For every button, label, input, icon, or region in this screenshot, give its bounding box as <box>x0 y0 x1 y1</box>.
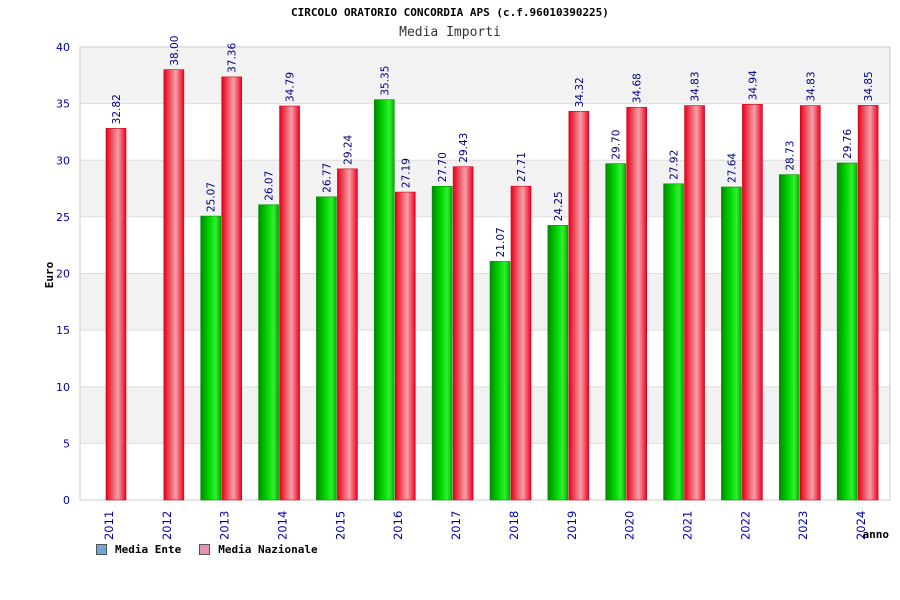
data-label: 27.71 <box>516 152 528 182</box>
grid-band <box>80 103 890 161</box>
bar-media-ente <box>663 183 684 501</box>
legend-label-nazionale: Media Nazionale <box>218 543 318 556</box>
x-tick-label: 2013 <box>218 511 232 540</box>
bar-media-nazionale <box>742 104 763 501</box>
bar-media-ente <box>431 185 453 501</box>
y-tick-label: 20 <box>56 268 70 281</box>
data-label: 29.43 <box>458 133 470 163</box>
bar-media-nazionale <box>626 106 648 501</box>
y-axis-label: Euro <box>43 261 56 288</box>
axes-layer: 0 5 10 15 20 25 30 35 40 2011 2012 2013 2014 2015 2016… <box>43 41 889 541</box>
data-label: 29.70 <box>611 130 623 160</box>
legend: Media Ente Media Nazionale <box>96 543 318 556</box>
y-tick-label: 0 <box>63 494 70 507</box>
bar-media-ente <box>836 162 858 501</box>
data-label: 26.77 <box>321 163 333 193</box>
y-tick-label: 15 <box>56 324 70 337</box>
data-label: 34.79 <box>285 72 297 102</box>
x-tick-label: 2018 <box>507 511 521 540</box>
bar-media-ente <box>721 186 742 501</box>
bars-layer <box>105 69 879 501</box>
data-label: 29.24 <box>342 134 354 164</box>
bar-media-nazionale <box>684 105 705 501</box>
bar-media-ente <box>489 261 511 501</box>
bar-media-ente <box>605 163 627 501</box>
bar-media-nazionale <box>394 191 416 501</box>
legend-swatch-ente <box>96 544 107 555</box>
plot-border <box>79 46 891 501</box>
data-label: 27.92 <box>669 150 681 180</box>
bar-media-nazionale <box>510 185 532 501</box>
bar-media-nazionale <box>452 166 474 501</box>
data-label: 24.25 <box>553 191 565 221</box>
data-label: 38.00 <box>169 36 181 66</box>
data-label: 34.32 <box>574 77 586 107</box>
bar-media-ente <box>547 225 569 501</box>
y-tick-label: 40 <box>56 41 70 54</box>
x-tick-label: 2020 <box>623 511 637 540</box>
grid-band <box>80 160 890 217</box>
data-label: 34.83 <box>690 71 702 101</box>
legend-item-ente: Media Ente <box>96 543 181 556</box>
data-label: 27.64 <box>726 153 738 183</box>
x-tick-label: 2011 <box>102 511 116 540</box>
y-tick-label: 10 <box>56 381 70 394</box>
bar-media-nazionale <box>221 76 243 501</box>
legend-swatch-nazionale <box>199 544 211 555</box>
data-label: 35.35 <box>379 66 391 96</box>
data-label: 27.19 <box>400 158 412 188</box>
x-tick-label: 2019 <box>565 511 579 540</box>
data-label: 26.07 <box>264 171 276 201</box>
grid-band <box>80 47 890 104</box>
chart-title: CIRCOLO ORATORIO CONCORDIA APS (c.f.9601… <box>291 6 609 19</box>
bar-media-ente <box>778 174 800 501</box>
data-label: 27.70 <box>437 152 449 182</box>
y-tick-label: 25 <box>56 211 70 224</box>
data-label: 28.73 <box>784 141 796 171</box>
bar-media-ente <box>258 204 279 501</box>
legend-item-nazionale: Media Nazionale <box>199 543 318 556</box>
bar-media-nazionale <box>279 105 300 501</box>
bar-media-nazionale <box>337 168 358 501</box>
x-axis-label: anno <box>863 528 890 541</box>
data-label: 37.36 <box>227 43 239 73</box>
bar-media-nazionale <box>857 105 879 501</box>
x-tick-label: 2015 <box>333 511 347 540</box>
y-tick-label: 5 <box>63 437 70 450</box>
x-tick-label: 2023 <box>796 511 810 540</box>
legend-label-ente: Media Ente <box>115 543 182 556</box>
data-label: 25.07 <box>206 182 218 212</box>
data-label: 32.82 <box>111 94 123 124</box>
x-tick-label: 2024 <box>854 511 868 540</box>
x-tick-label: 2022 <box>738 511 752 540</box>
x-tick-label: 2017 <box>449 511 463 540</box>
data-label: 34.83 <box>805 71 817 101</box>
data-label: 34.85 <box>863 71 875 101</box>
x-tick-label: 2016 <box>391 511 405 540</box>
data-label: 29.76 <box>842 129 854 159</box>
data-label: 34.94 <box>747 70 759 100</box>
bar-media-ente <box>373 99 395 501</box>
x-tick-label: 2012 <box>160 511 174 540</box>
x-tick-label: 2021 <box>681 511 695 540</box>
bar-media-nazionale <box>163 69 185 501</box>
data-label: 21.07 <box>495 227 507 257</box>
y-tick-label: 35 <box>56 98 70 111</box>
chart-subtitle: Media Importi <box>399 25 501 40</box>
data-label: 34.68 <box>632 73 644 103</box>
bar-media-ente <box>316 196 337 501</box>
x-tick-label: 2014 <box>276 511 290 540</box>
bar-media-nazionale <box>105 128 127 501</box>
data-labels-layer: 25.07 26.07 26.77 35.35 27.70 21.07 24.25 29.70… <box>111 36 875 258</box>
bar-media-ente <box>200 215 222 501</box>
bar-media-nazionale <box>799 105 821 501</box>
bar-media-nazionale <box>568 111 590 501</box>
y-tick-label: 30 <box>56 154 70 167</box>
